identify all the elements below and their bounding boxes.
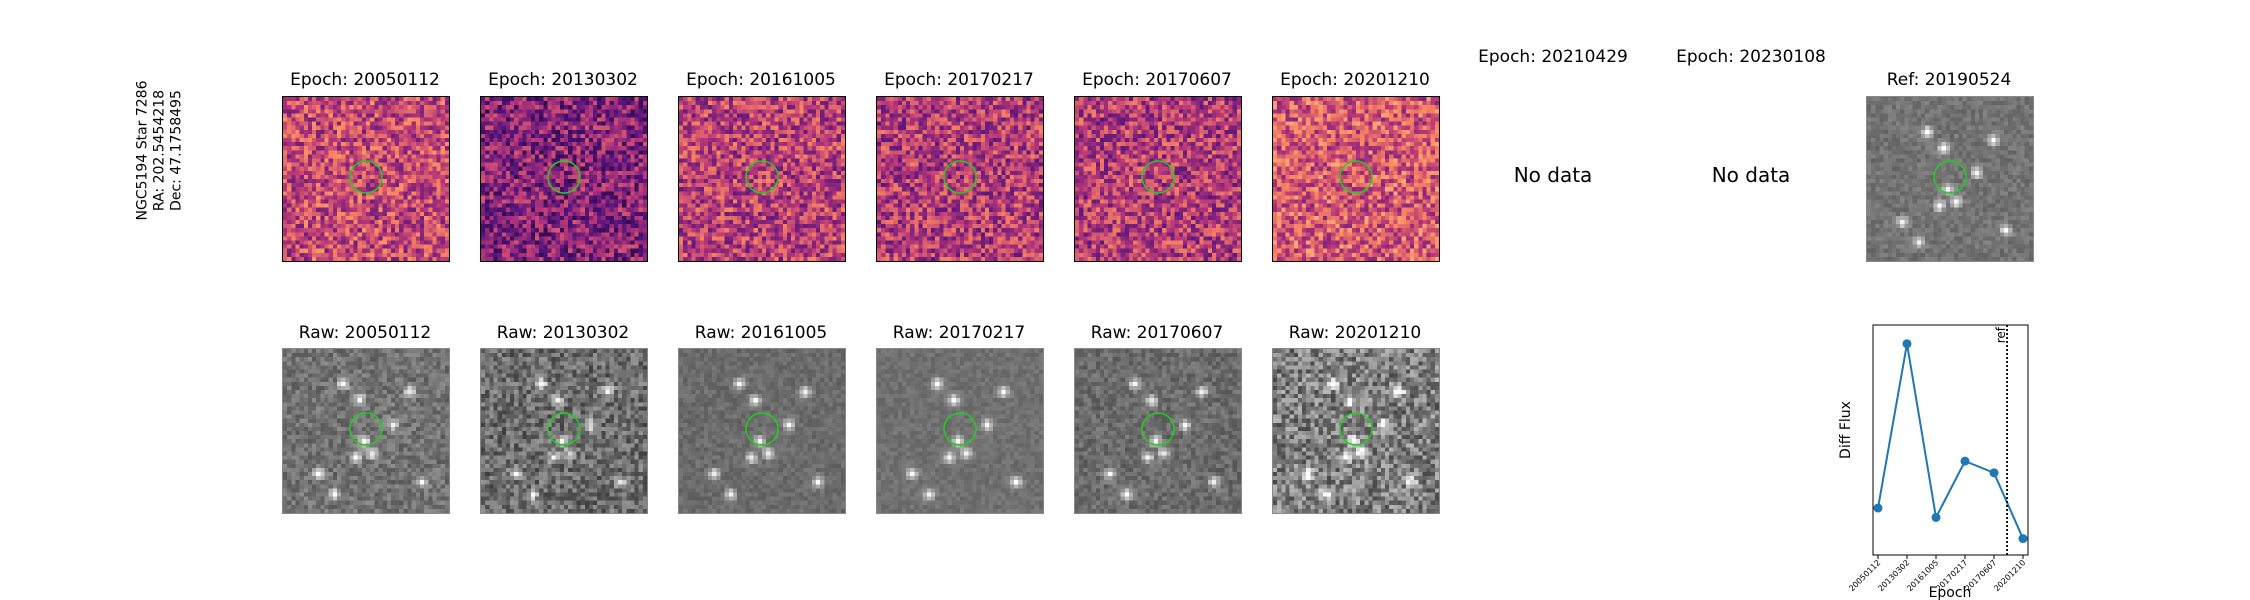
- missing-title-1: Epoch: 20210429: [1478, 47, 1628, 67]
- diff-title-5: Epoch: 20170607: [1082, 70, 1232, 90]
- aperture-circle-icon: [1339, 412, 1373, 446]
- diff-title-2: Epoch: 20130302: [488, 70, 638, 90]
- aperture-circle-icon: [547, 412, 581, 446]
- diff-title-6: Epoch: 20201210: [1280, 70, 1430, 90]
- aperture-circle-icon: [745, 160, 779, 194]
- ref-title: Ref: 20190524: [1886, 70, 2012, 90]
- raw-title-2: Raw: 20130302: [496, 323, 630, 343]
- diff-image-pixels: [283, 97, 449, 261]
- diff-image-3: [678, 96, 846, 262]
- aperture-circle-icon: [745, 412, 779, 446]
- raw-title-3: Raw: 20161005: [694, 323, 828, 343]
- aperture-circle-icon: [349, 412, 383, 446]
- diff-flux-point: [2018, 534, 2028, 544]
- raw-title-4: Raw: 20170217: [892, 323, 1026, 343]
- aperture-circle-icon: [547, 160, 581, 194]
- diff-image-pixels: [1075, 97, 1241, 261]
- diff-title-1: Epoch: 20050112: [290, 70, 440, 90]
- raw-image-pixels: [877, 349, 1043, 513]
- raw-image-4: [876, 348, 1044, 514]
- aperture-circle-icon: [1933, 160, 1967, 194]
- raw-image-6: [1272, 348, 1440, 514]
- raw-image-pixels: [1075, 349, 1241, 513]
- diff-flux-point: [1902, 339, 1912, 349]
- star-dec: Dec: 47.1758495: [168, 90, 185, 211]
- raw-image-1: [282, 348, 450, 514]
- raw-image-pixels: [481, 349, 647, 513]
- diff-flux-line: [1877, 343, 2024, 539]
- aperture-circle-icon: [1339, 160, 1373, 194]
- ref-image-pixels: [1867, 97, 2033, 261]
- diff-image-pixels: [1273, 97, 1439, 261]
- raw-title-1: Raw: 20050112: [298, 323, 432, 343]
- diff-image-2: [480, 96, 648, 262]
- no-data-label-2: No data: [1711, 163, 1791, 187]
- chart-marks: ref: [1873, 325, 2028, 555]
- plot-frame: [1872, 324, 2029, 556]
- diff-title-3: Epoch: 20161005: [686, 70, 836, 90]
- diff-flux-point: [1960, 456, 1970, 466]
- diff-image-pixels: [679, 97, 845, 261]
- diff-image-pixels: [481, 97, 647, 261]
- diff-flux-point: [1989, 468, 1999, 478]
- aperture-circle-icon: [1141, 412, 1175, 446]
- raw-image-3: [678, 348, 846, 514]
- x-tick-label: 20201210: [1992, 558, 2027, 593]
- aperture-circle-icon: [349, 160, 383, 194]
- star-ra: RA: 202.5454218: [151, 89, 168, 212]
- raw-title-6: Raw: 20201210: [1288, 323, 1422, 343]
- raw-image-pixels: [283, 349, 449, 513]
- diff-image-1: [282, 96, 450, 262]
- raw-image-2: [480, 348, 648, 514]
- star-name: NGC5194 Star 7286: [134, 80, 151, 221]
- diff-image-pixels: [877, 97, 1043, 261]
- x-axis-label: Epoch: [1929, 585, 1972, 600]
- missing-title-2: Epoch: 20230108: [1676, 47, 1826, 67]
- aperture-circle-icon: [943, 412, 977, 446]
- y-axis-label: Diff Flux: [1838, 401, 1854, 459]
- aperture-circle-icon: [1141, 160, 1175, 194]
- light-curve-chart: ref 200501122013030220161005201702172017…: [1838, 324, 2029, 600]
- raw-image-5: [1074, 348, 1242, 514]
- raw-image-pixels: [1273, 349, 1439, 513]
- star-info-label: NGC5194 Star 7286 RA: 202.5454218 Dec: 4…: [135, 71, 186, 231]
- ref-epoch-label: ref: [1994, 326, 2008, 343]
- no-data-label-1: No data: [1513, 163, 1593, 187]
- diff-image-5: [1074, 96, 1242, 262]
- diff-flux-point: [1873, 503, 1883, 513]
- raw-title-5: Raw: 20170607: [1090, 323, 1224, 343]
- diff-image-4: [876, 96, 1044, 262]
- diff-image-6: [1272, 96, 1440, 262]
- ref-image: [1866, 96, 2034, 262]
- raw-image-pixels: [679, 349, 845, 513]
- diff-title-4: Epoch: 20170217: [884, 70, 1034, 90]
- aperture-circle-icon: [943, 160, 977, 194]
- diff-flux-point: [1931, 512, 1941, 522]
